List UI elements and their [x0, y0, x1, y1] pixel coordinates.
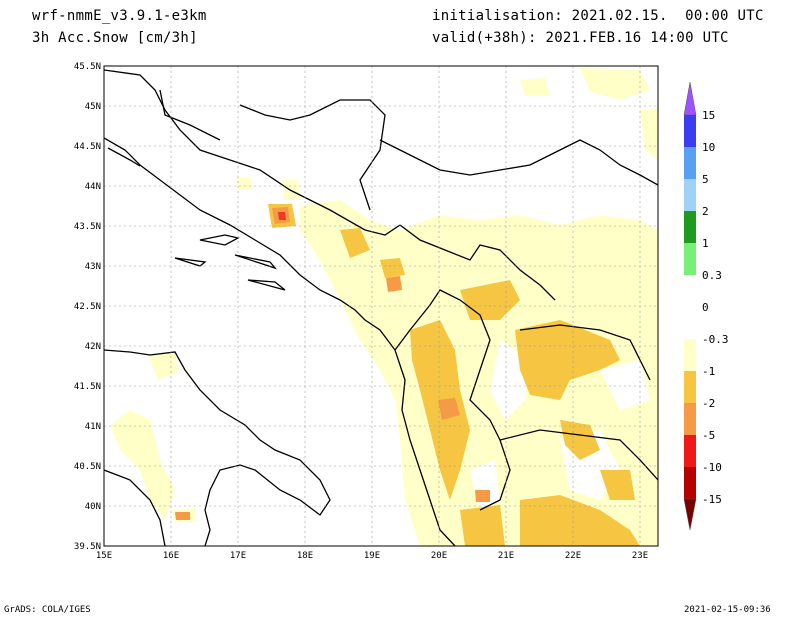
init-time: initialisation: 2021.02.15. 00:00 UTC — [432, 8, 764, 24]
colorbar: 15 10 5 2 1 0.3 0 -0.3 -1 -2 -5 -10 -15 — [683, 81, 729, 531]
lon-tick: 19E — [364, 551, 380, 561]
colorbar-label: 0 — [702, 301, 709, 314]
colorbar-swatch — [684, 275, 696, 307]
lon-labels: 15E 16E 17E 18E 19E 20E 21E 22E 23E — [96, 551, 648, 561]
colorbar-swatch — [684, 179, 696, 211]
colorbar-label: -5 — [702, 429, 715, 442]
colorbar-label: 10 — [702, 141, 715, 154]
colorbar-swatch — [684, 467, 696, 499]
colorbar-label: 15 — [702, 109, 715, 122]
lat-tick: 41.5N — [74, 382, 101, 392]
graticule — [104, 66, 658, 546]
colorbar-label: -1 — [702, 365, 715, 378]
colorbar-label: 1 — [702, 237, 709, 250]
colorbar-label: -2 — [702, 397, 715, 410]
lat-tick: 42N — [85, 342, 101, 352]
valid-time: valid(+38h): 2021.FEB.16 14:00 UTC — [432, 30, 729, 46]
lat-tick: 45N — [85, 102, 101, 112]
colorbar-label: -10 — [702, 461, 722, 474]
colorbar-swatch — [684, 371, 696, 403]
lon-tick: 20E — [431, 551, 447, 561]
model-title: wrf-nmmE_v3.9.1-e3km — [32, 8, 207, 24]
lat-labels: 45.5N 45N 44.5N 44N 43.5N 43N 42.5N 42N … — [74, 62, 101, 552]
colorbar-labels: 15 10 5 2 1 0.3 0 -0.3 -1 -2 -5 -10 -15 — [702, 109, 729, 506]
colorbar-label: -0.3 — [702, 333, 729, 346]
lon-tick: 17E — [230, 551, 246, 561]
lat-tick: 45.5N — [74, 62, 101, 72]
lon-tick: 22E — [565, 551, 581, 561]
lat-tick: 42.5N — [74, 302, 101, 312]
colorbar-label: -15 — [702, 493, 722, 506]
lat-tick: 39.5N — [74, 542, 101, 552]
lon-tick: 21E — [498, 551, 514, 561]
lat-tick: 43.5N — [74, 222, 101, 232]
colorbar-label: 5 — [702, 173, 709, 186]
snow-intense — [278, 212, 286, 220]
footer-timestamp: 2021-02-15-09:36 — [684, 605, 771, 615]
lon-tick: 23E — [632, 551, 648, 561]
colorbar-swatch — [684, 115, 696, 147]
colorbar-swatch — [684, 403, 696, 435]
colorbar-swatch — [684, 339, 696, 371]
lon-tick: 15E — [96, 551, 112, 561]
coastlines-borders — [104, 69, 658, 546]
colorbar-label: 2 — [702, 205, 709, 218]
colorbar-swatch — [684, 243, 696, 275]
colorbar-label: 0.3 — [702, 269, 722, 282]
lon-tick: 16E — [163, 551, 179, 561]
footer-credit: GrADS: COLA/IGES — [4, 605, 91, 615]
colorbar-swatch — [684, 307, 696, 339]
colorbar-top-arrow — [683, 81, 697, 116]
lat-tick: 44.5N — [74, 142, 101, 152]
snow-field — [104, 68, 658, 546]
field-title: 3h Acc.Snow [cm/3h] — [32, 30, 198, 46]
lat-tick: 40N — [85, 502, 101, 512]
colorbar-swatch — [684, 435, 696, 467]
colorbar-swatch — [684, 147, 696, 179]
lat-tick: 40.5N — [74, 462, 101, 472]
map-frame — [103, 65, 659, 547]
lon-tick: 18E — [297, 551, 313, 561]
lat-tick: 44N — [85, 182, 101, 192]
colorbar-bottom-arrow — [683, 498, 697, 531]
lat-tick: 41N — [85, 422, 101, 432]
colorbar-swatch — [684, 211, 696, 243]
lat-tick: 43N — [85, 262, 101, 272]
